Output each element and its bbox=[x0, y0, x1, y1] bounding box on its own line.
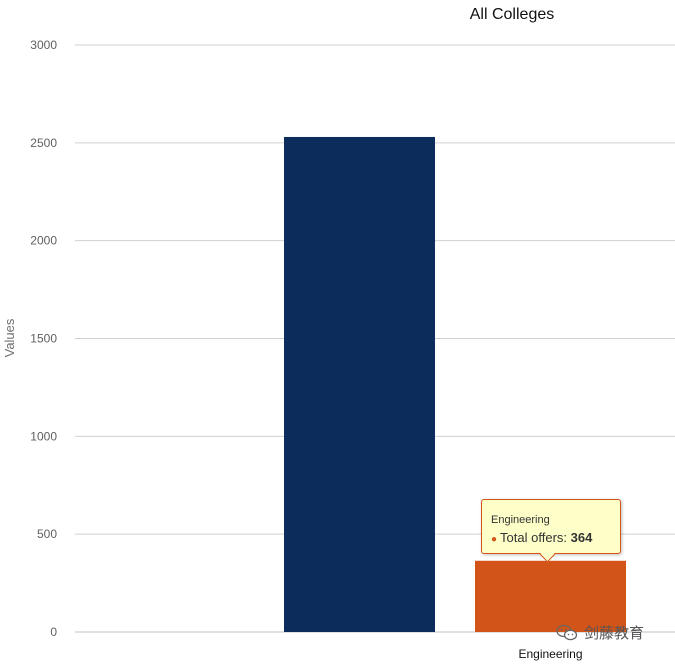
y-tick-label: 2500 bbox=[30, 136, 57, 150]
bar[interactable] bbox=[475, 560, 626, 632]
tooltip-value-line: ● Total offers: 364 bbox=[491, 530, 593, 545]
x-tick-label: Engineering bbox=[518, 647, 582, 661]
tooltip-category: Engineering bbox=[491, 514, 550, 526]
y-tick-label: 0 bbox=[50, 625, 57, 639]
tooltip-value: 364 bbox=[570, 530, 593, 545]
y-tick-label: 1500 bbox=[30, 332, 57, 346]
y-tick-label: 3000 bbox=[30, 38, 57, 52]
chart-title: All Colleges bbox=[470, 6, 554, 23]
y-tick-label: 1000 bbox=[30, 429, 57, 443]
bar[interactable] bbox=[284, 136, 435, 633]
watermark: 剑藤教育 bbox=[556, 622, 644, 643]
y-tick-label: 2000 bbox=[30, 234, 57, 248]
wechat-icon bbox=[556, 624, 578, 640]
tooltip-series-label: Total offers bbox=[500, 530, 564, 545]
bars bbox=[284, 136, 626, 633]
y-axis-label: Values bbox=[2, 318, 17, 357]
tooltip: Engineering ● Total offers: 364 bbox=[481, 499, 621, 563]
watermark-text: 剑藤教育 bbox=[584, 624, 645, 642]
x-axis-ticks: Engineering bbox=[518, 647, 582, 661]
y-tick-label: 500 bbox=[37, 527, 57, 541]
series-marker-icon: ● bbox=[491, 534, 498, 545]
y-axis-ticks: 0 500 1000 1500 2000 2500 3000 bbox=[30, 38, 57, 639]
